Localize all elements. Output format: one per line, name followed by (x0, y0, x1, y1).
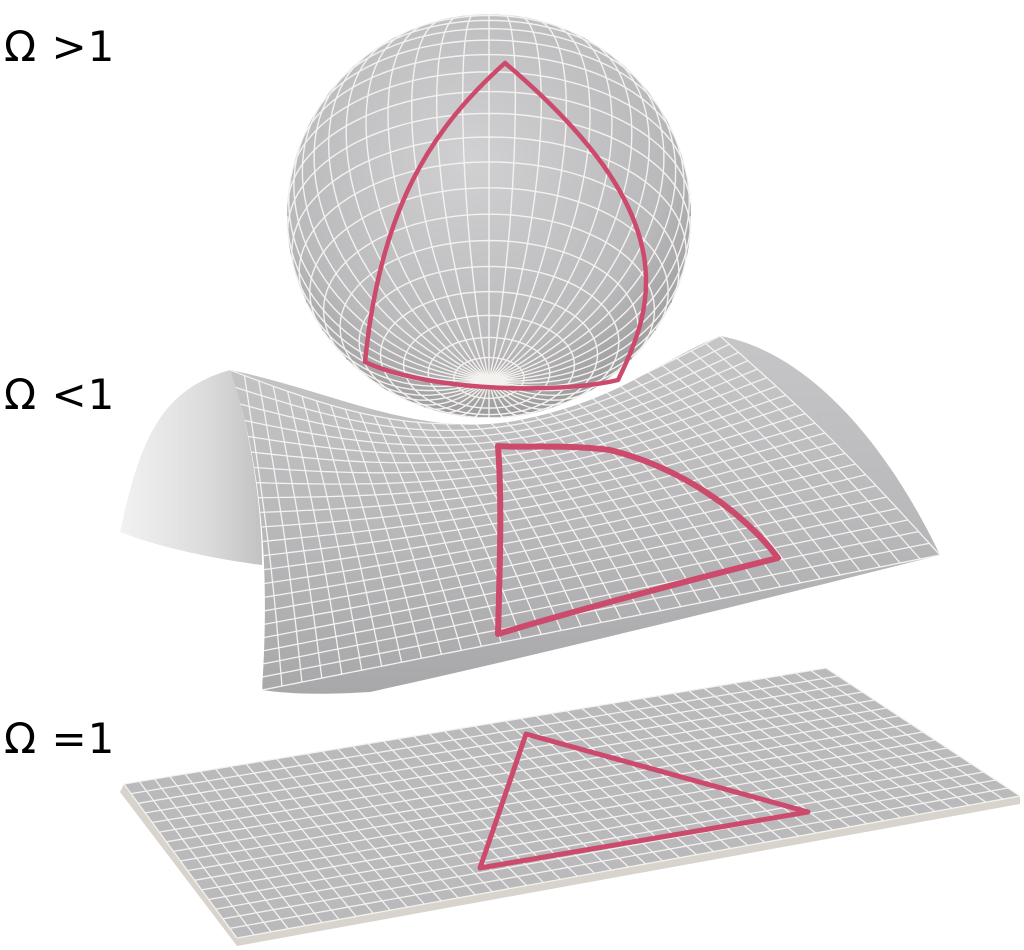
sphere-longitude-line (287, 166, 490, 382)
spherical-triangle (362, 60, 649, 391)
saddle-grid-line (260, 530, 919, 666)
saddle-grid-line (246, 403, 796, 499)
sphere-longitude-line (365, 30, 490, 381)
sphere-longitude-line (345, 40, 490, 381)
saddle-surface (120, 336, 940, 694)
saddle-grid-line (244, 394, 787, 485)
saddle-grid-line (234, 351, 739, 439)
plane-grid-line (229, 787, 1009, 930)
saddle-grid-line (259, 519, 909, 653)
sphere-longitude-line (347, 359, 490, 392)
sphere-longitude-line (488, 128, 685, 382)
sphere-longitude-line (435, 15, 490, 381)
sphere-longitude-line (458, 380, 490, 417)
sphere-longitude-line (364, 374, 490, 397)
sphere-surface (287, 14, 691, 418)
sphere-longitude-line (287, 215, 490, 382)
plane-grid-line (215, 771, 984, 910)
saddle-grid-line (256, 485, 877, 613)
saddle-grid-line (257, 496, 887, 627)
plane-grid-line (180, 731, 924, 862)
sphere-longitude-line (488, 380, 505, 418)
flat-plane (120, 667, 1021, 946)
plane-grid-line (236, 795, 1021, 939)
saddle-grid-line (236, 360, 749, 446)
saddle-grid-line (258, 507, 898, 640)
plane-grid-line (123, 667, 827, 785)
saddle-grid-line (231, 343, 730, 432)
sphere-longitude-line (461, 14, 490, 381)
sphere-longitude-line (387, 379, 490, 401)
sphere-longitude-line (410, 19, 490, 381)
saddle-grid-line (242, 385, 777, 474)
saddle-grid-line (249, 422, 816, 529)
sphere-longitude-line (488, 19, 568, 381)
omega-equals-one-label: Ω =1 (4, 714, 116, 763)
sphere-longitude-line (488, 380, 520, 417)
euclidean-triangle (477, 731, 811, 871)
plane-grid-line (173, 723, 912, 853)
sphere-longitude-line (425, 379, 490, 410)
sphere-longitude-line (327, 56, 490, 382)
sphere-longitude-line (488, 379, 553, 410)
hyperbolic-triangle (495, 443, 781, 637)
omega-less-than-one-label: Ω <1 (4, 370, 116, 419)
sphere-longitude-line (488, 215, 691, 382)
saddle-grid-line (247, 412, 806, 514)
plane-grid-line (222, 779, 996, 920)
saddle-grid-line (253, 452, 846, 572)
sphere-longitude-line (443, 379, 490, 414)
saddle-grid-line (240, 376, 767, 464)
sphere-longitude-line (290, 256, 490, 382)
sphere-longitude-line (313, 71, 490, 382)
sphere-longitude-line (293, 128, 490, 382)
plane-grid-line (201, 755, 960, 891)
plane-grid-line (166, 715, 899, 843)
plane-grid-line (152, 699, 875, 824)
sphere-longitude-line (387, 23, 490, 381)
sphere-longitude-line (488, 302, 672, 384)
saddle-grid-line (261, 554, 940, 691)
plane-grid-line (208, 763, 972, 901)
saddle-grid-line (254, 463, 856, 586)
sphere-longitude-line (488, 14, 517, 381)
sphere-longitude-line (488, 256, 688, 382)
sphere-longitude-line (488, 71, 665, 382)
saddle-grid-line (250, 432, 826, 544)
sphere-longitude-line (488, 15, 543, 381)
sphere-longitude-line (473, 380, 490, 418)
saddle-grid-line (252, 442, 836, 558)
sphere-longitude-line (488, 40, 633, 381)
sphere-longitude-line (488, 330, 656, 388)
sphere-longitude-line (406, 379, 490, 406)
plane-grid-line (194, 747, 948, 881)
saddle-flap (120, 370, 262, 565)
sphere-longitude-line (301, 100, 490, 382)
plane-grid-line (187, 739, 936, 872)
saddle-grid-line (255, 474, 866, 600)
plane-grid-line (159, 707, 887, 833)
plane-grid-line (137, 683, 851, 804)
omega-greater-than-one-label: Ω >1 (4, 22, 116, 71)
plane-grid-line (145, 691, 863, 814)
sphere-longitude-line (488, 379, 572, 406)
plane-grid-line (130, 675, 839, 795)
sphere-longitude-line (488, 30, 613, 381)
sphere-longitude-line (488, 100, 677, 382)
sphere-longitude-line (488, 379, 535, 414)
sphere-longitude-line (488, 23, 591, 381)
saddle-grid-line (261, 542, 930, 678)
